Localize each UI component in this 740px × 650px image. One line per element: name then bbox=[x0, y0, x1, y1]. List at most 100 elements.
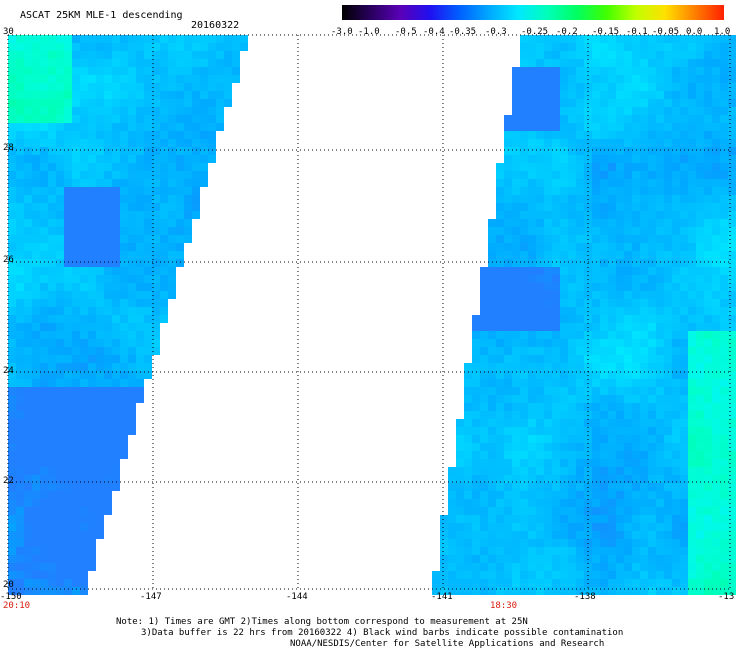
wind-cell bbox=[200, 51, 208, 59]
wind-cell bbox=[664, 379, 672, 387]
wind-cell bbox=[504, 459, 512, 467]
wind-cell bbox=[712, 339, 720, 347]
wind-cell bbox=[720, 555, 728, 563]
wind-cell bbox=[160, 115, 168, 123]
wind-cell bbox=[512, 571, 520, 579]
wind-cell bbox=[24, 155, 32, 163]
wind-cell bbox=[688, 331, 696, 339]
wind-cell bbox=[552, 107, 560, 115]
wind-cell bbox=[728, 211, 736, 219]
wind-cell bbox=[600, 59, 608, 67]
wind-cell bbox=[40, 203, 48, 211]
wind-cell bbox=[600, 555, 608, 563]
wind-cell bbox=[32, 523, 40, 531]
wind-cell bbox=[728, 435, 736, 443]
wind-cell bbox=[680, 331, 688, 339]
wind-cell bbox=[592, 499, 600, 507]
wind-cell bbox=[640, 587, 648, 595]
wind-cell bbox=[728, 483, 736, 491]
wind-cell bbox=[80, 467, 88, 475]
wind-cell bbox=[592, 379, 600, 387]
wind-cell bbox=[728, 539, 736, 547]
wind-cell bbox=[504, 267, 512, 275]
wind-cell bbox=[632, 507, 640, 515]
wind-cell bbox=[104, 83, 112, 91]
wind-cell bbox=[64, 291, 72, 299]
wind-cell bbox=[120, 107, 128, 115]
wind-cell bbox=[88, 411, 96, 419]
wind-cell bbox=[152, 299, 160, 307]
wind-cell bbox=[560, 283, 568, 291]
wind-cell bbox=[472, 411, 480, 419]
wind-cell bbox=[496, 355, 504, 363]
wind-cell bbox=[704, 155, 712, 163]
wind-cell bbox=[496, 395, 504, 403]
wind-cell bbox=[432, 579, 440, 587]
wind-cell bbox=[712, 475, 720, 483]
wind-cell bbox=[728, 451, 736, 459]
wind-cell bbox=[632, 59, 640, 67]
wind-cell bbox=[720, 147, 728, 155]
wind-cell bbox=[616, 67, 624, 75]
wind-cell bbox=[712, 67, 720, 75]
wind-cell bbox=[128, 427, 136, 435]
wind-cell bbox=[712, 291, 720, 299]
wind-cell bbox=[40, 107, 48, 115]
wind-cell bbox=[728, 51, 736, 59]
wind-cell bbox=[72, 499, 80, 507]
wind-cell bbox=[536, 131, 544, 139]
wind-cell bbox=[552, 195, 560, 203]
wind-cell bbox=[592, 139, 600, 147]
wind-cell bbox=[88, 203, 96, 211]
wind-cell bbox=[560, 571, 568, 579]
wind-cell bbox=[672, 547, 680, 555]
wind-cell bbox=[592, 115, 600, 123]
wind-cell bbox=[640, 83, 648, 91]
wind-cell bbox=[64, 531, 72, 539]
wind-cell bbox=[632, 291, 640, 299]
wind-cell bbox=[32, 267, 40, 275]
wind-cell bbox=[520, 107, 528, 115]
wind-cell bbox=[648, 179, 656, 187]
wind-cell bbox=[48, 363, 56, 371]
wind-cell bbox=[24, 379, 32, 387]
wind-cell bbox=[512, 339, 520, 347]
wind-cell bbox=[680, 211, 688, 219]
wind-cell bbox=[464, 539, 472, 547]
wind-cell bbox=[528, 75, 536, 83]
wind-cell bbox=[648, 323, 656, 331]
wind-cell bbox=[656, 59, 664, 67]
wind-cell bbox=[32, 331, 40, 339]
wind-cell bbox=[496, 387, 504, 395]
wind-cell bbox=[576, 211, 584, 219]
wind-cell bbox=[504, 587, 512, 595]
wind-cell bbox=[520, 283, 528, 291]
wind-cell bbox=[672, 315, 680, 323]
wind-cell bbox=[616, 451, 624, 459]
wind-cell bbox=[664, 179, 672, 187]
wind-cell bbox=[568, 211, 576, 219]
wind-cell bbox=[568, 115, 576, 123]
wind-cell bbox=[480, 355, 488, 363]
wind-cell bbox=[192, 43, 200, 51]
wind-cell bbox=[24, 491, 32, 499]
wind-cell bbox=[616, 323, 624, 331]
wind-cell bbox=[16, 275, 24, 283]
wind-cell bbox=[592, 59, 600, 67]
wind-cell bbox=[32, 35, 40, 43]
wind-cell bbox=[112, 163, 120, 171]
wind-cell bbox=[104, 163, 112, 171]
wind-cell bbox=[96, 59, 104, 67]
wind-cell bbox=[592, 315, 600, 323]
wind-cell bbox=[480, 523, 488, 531]
wind-cell bbox=[64, 243, 72, 251]
wind-cell bbox=[80, 387, 88, 395]
wind-cell bbox=[496, 547, 504, 555]
wind-cell bbox=[640, 91, 648, 99]
wind-cell bbox=[88, 323, 96, 331]
wind-cell bbox=[496, 403, 504, 411]
wind-cell bbox=[616, 483, 624, 491]
wind-cell bbox=[696, 283, 704, 291]
wind-cell bbox=[536, 83, 544, 91]
wind-cell bbox=[712, 75, 720, 83]
